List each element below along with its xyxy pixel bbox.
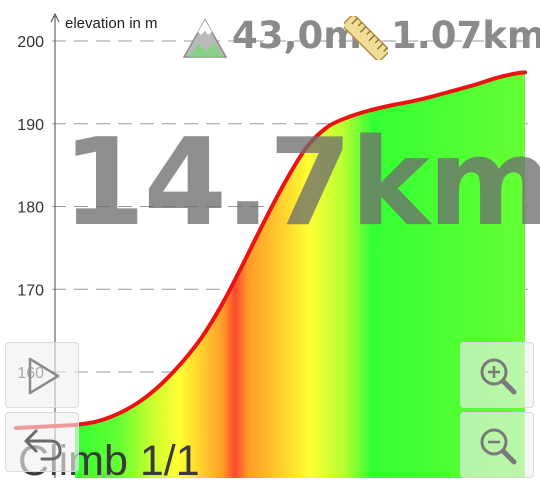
mountain-icon xyxy=(182,18,228,58)
elevation-gain-value: 43,0m xyxy=(232,14,362,57)
distance-value: 1.07km xyxy=(391,14,540,57)
y-tick-label: 170 xyxy=(17,282,44,299)
zoom-out-icon xyxy=(480,428,517,465)
elevation-line xyxy=(14,70,527,430)
y-axis-arrow xyxy=(50,12,60,23)
y-tick-label: 180 xyxy=(17,200,44,217)
back-arrow-icon xyxy=(24,429,62,461)
total-distance-overlay: 14.7km xyxy=(62,114,540,253)
zoom-out-button[interactable] xyxy=(460,412,534,478)
y-tick-label: 200 xyxy=(17,34,44,51)
zoom-in-icon xyxy=(480,358,517,395)
play-button[interactable] xyxy=(5,342,79,408)
zoom-in-button[interactable] xyxy=(460,342,534,408)
elevation-area xyxy=(75,72,525,479)
ruler-icon xyxy=(344,16,388,60)
back-button[interactable] xyxy=(5,412,79,472)
play-icon xyxy=(28,357,60,395)
y-tick-label: 190 xyxy=(17,117,44,134)
y-axis-label: elevation in m xyxy=(65,15,158,32)
